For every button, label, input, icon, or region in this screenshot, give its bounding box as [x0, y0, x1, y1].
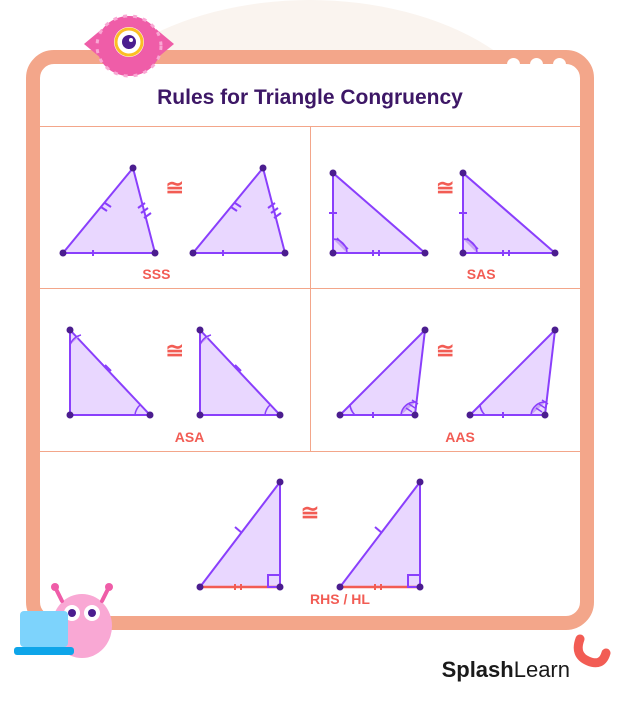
- congruent-symbol: ≅: [436, 338, 454, 364]
- dot-icon: [507, 58, 520, 71]
- brand-logo: SplashLearn: [442, 657, 570, 683]
- rules-grid: ≅ SSS ≅ SAS: [40, 127, 580, 613]
- dot-icon: [530, 58, 543, 71]
- triangles-sas: [315, 143, 575, 273]
- triangles-asa: [45, 305, 305, 435]
- rule-label-rhs: RHS / HL: [310, 591, 370, 607]
- grid-row: ≅ SSS ≅ SAS: [40, 127, 580, 289]
- congruent-symbol: ≅: [301, 500, 319, 526]
- triangles-aas: [315, 305, 575, 435]
- grid-row: ≅ ASA ≅ AAS: [40, 289, 580, 451]
- rule-label-sas: SAS: [467, 266, 496, 282]
- cell-sss: ≅ SSS: [40, 127, 311, 288]
- rule-label-aas: AAS: [445, 429, 475, 445]
- brand-part1: Splash: [442, 657, 514, 682]
- rule-label-asa: ASA: [175, 429, 205, 445]
- congruent-symbol: ≅: [436, 175, 454, 201]
- window-dots: [507, 58, 566, 71]
- congruent-symbol: ≅: [166, 175, 184, 201]
- dot-icon: [553, 58, 566, 71]
- triangles-rhs: [140, 457, 480, 607]
- brand-part2: Learn: [514, 657, 570, 682]
- mascot-candy-icon: [74, 4, 184, 89]
- mascot-laptop-icon: [10, 571, 130, 671]
- rule-label-sss: SSS: [142, 266, 170, 282]
- content-frame: Rules for Triangle Congruency: [26, 50, 594, 630]
- cell-sas: ≅ SAS: [311, 127, 581, 288]
- cell-asa: ≅ ASA: [40, 289, 311, 450]
- triangles-sss: [45, 143, 305, 273]
- curl-decoration-icon: [572, 631, 612, 671]
- cell-aas: ≅ AAS: [311, 289, 581, 450]
- congruent-symbol: ≅: [166, 338, 184, 364]
